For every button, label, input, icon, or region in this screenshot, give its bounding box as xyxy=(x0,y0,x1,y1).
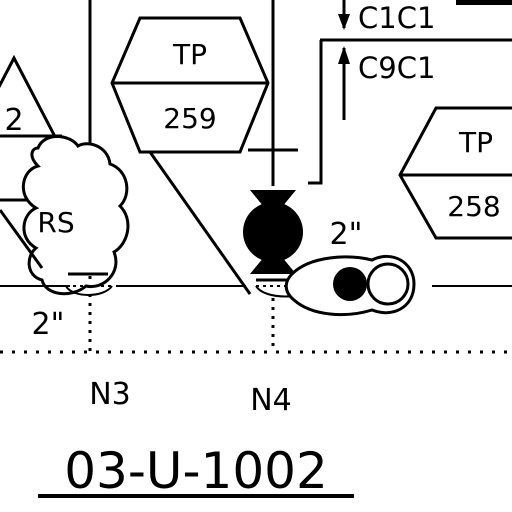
tp-258-label: TP xyxy=(458,126,493,159)
rs-label: RS xyxy=(37,206,74,239)
triangle-number: 2 xyxy=(4,103,23,138)
size-label-n4: 2" xyxy=(330,217,363,252)
tp-258-number: 258 xyxy=(447,190,500,223)
tp-259-tag xyxy=(110,16,270,154)
tp-259-leader xyxy=(148,151,252,295)
node-label-n3: N3 xyxy=(89,377,131,412)
size-label-n3: 2" xyxy=(32,307,65,342)
arrow-up-c9c1 xyxy=(338,46,350,120)
header-bar xyxy=(456,0,512,5)
arrow-down-c1c1 xyxy=(338,0,350,30)
signal-line xyxy=(308,40,323,185)
label-c9c1: C9C1 xyxy=(358,51,435,85)
node-label-n4: N4 xyxy=(250,383,292,418)
drawing-id: 03-U-1002 xyxy=(64,442,328,500)
valve-symbol xyxy=(243,148,303,274)
n3-tap xyxy=(65,272,113,352)
instrument-bubble xyxy=(284,254,416,317)
label-c1c1: C1C1 xyxy=(358,1,435,35)
tp-258-tag xyxy=(398,106,512,240)
rs-cloud xyxy=(21,135,130,296)
rs-leader xyxy=(0,209,44,269)
tp-259-label: TP xyxy=(172,38,207,71)
tp-259-number: 259 xyxy=(163,102,216,135)
